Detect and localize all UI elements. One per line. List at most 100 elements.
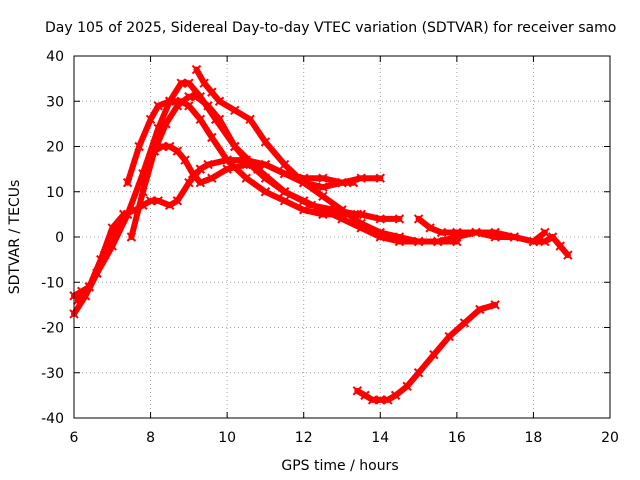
y-tick-label: -40 [41, 411, 64, 427]
data-point [475, 304, 485, 315]
data-point [245, 114, 255, 125]
data-point [207, 87, 217, 97]
data-point [555, 241, 565, 251]
data-point [318, 191, 328, 201]
data-point [471, 227, 481, 238]
data-point [352, 386, 363, 396]
data-point [260, 159, 271, 170]
chart-title: Day 105 of 2025, Sidereal Day-to-day VTE… [45, 20, 616, 36]
data-point [214, 114, 225, 125]
data-point [299, 173, 309, 183]
data-point [375, 173, 385, 183]
data-point [540, 227, 550, 238]
series-line [71, 220, 123, 299]
data-point [413, 368, 424, 378]
data-point [145, 196, 156, 206]
data-point [161, 119, 171, 129]
data-point [279, 187, 290, 197]
data-point [203, 159, 213, 170]
data-point [490, 300, 500, 310]
data-point [184, 92, 194, 102]
series-track-9 [352, 300, 500, 405]
data-point [490, 232, 500, 242]
data-point [157, 141, 167, 152]
series-group [69, 64, 573, 405]
data-point [413, 236, 424, 247]
data-point [195, 164, 206, 174]
data-point [199, 78, 209, 88]
data-point [191, 64, 202, 75]
y-tick-label: 20 [46, 140, 64, 156]
data-point [413, 214, 424, 224]
data-point [425, 223, 435, 233]
data-point [540, 236, 550, 247]
x-tick-label: 6 [70, 430, 79, 446]
data-point [444, 331, 454, 342]
data-point [337, 177, 347, 188]
data-point [207, 173, 217, 183]
data-point [203, 101, 213, 111]
axis-ticks: 6 8 10 12 14 16 18 20 -40 -30 -20 -10 0 10 20 30 40 [41, 49, 619, 446]
data-point [115, 218, 125, 229]
data-point [528, 236, 539, 247]
data-point [318, 182, 328, 192]
data-point [394, 232, 405, 242]
data-point [318, 173, 328, 183]
y-tick-label: -30 [41, 366, 64, 382]
data-point [130, 205, 140, 215]
series-track-8 [413, 214, 573, 260]
series-line [354, 301, 499, 403]
data-point [241, 173, 251, 183]
data-point [375, 227, 385, 238]
data-point [279, 196, 290, 206]
x-tick-label: 10 [218, 430, 236, 446]
x-tick-label: 8 [146, 430, 155, 446]
x-axis-label: GPS time / hours [281, 458, 398, 474]
data-point [195, 114, 206, 125]
data-point [99, 250, 110, 260]
data-point [279, 168, 290, 179]
data-point [119, 209, 129, 220]
data-point [138, 200, 148, 211]
data-point [356, 218, 366, 229]
data-point [176, 78, 186, 88]
data-point [84, 282, 95, 292]
data-point [563, 250, 573, 260]
data-point [318, 205, 328, 215]
series-track-3 [126, 92, 462, 247]
y-tick-label: 30 [46, 94, 64, 110]
data-point [184, 101, 194, 111]
x-tick-label: 18 [525, 430, 543, 446]
data-point [222, 164, 232, 174]
series-line [128, 93, 460, 245]
data-point [153, 196, 163, 206]
data-point [165, 96, 175, 106]
data-point [195, 177, 206, 188]
data-point [260, 137, 271, 147]
data-point [383, 395, 393, 405]
data-point [222, 155, 232, 165]
data-point [337, 205, 347, 215]
data-point [172, 101, 183, 111]
data-point [207, 132, 217, 143]
data-point [92, 268, 102, 278]
data-point [547, 232, 558, 242]
data-point [375, 214, 385, 224]
data-point [375, 395, 385, 405]
data-point [299, 205, 309, 215]
y-tick-label: 40 [46, 49, 64, 65]
data-point [230, 105, 240, 116]
series-track-7 [69, 218, 125, 301]
data-point [145, 114, 156, 125]
data-point [184, 177, 194, 188]
data-point [436, 227, 447, 238]
data-point [172, 146, 183, 156]
data-point [367, 395, 378, 405]
x-tick-label: 20 [601, 430, 619, 446]
data-point [509, 232, 519, 242]
data-point [122, 177, 133, 188]
data-point [126, 232, 137, 242]
data-point [76, 286, 87, 297]
x-tick-label: 16 [448, 430, 466, 446]
y-tick-label: 0 [55, 230, 64, 246]
